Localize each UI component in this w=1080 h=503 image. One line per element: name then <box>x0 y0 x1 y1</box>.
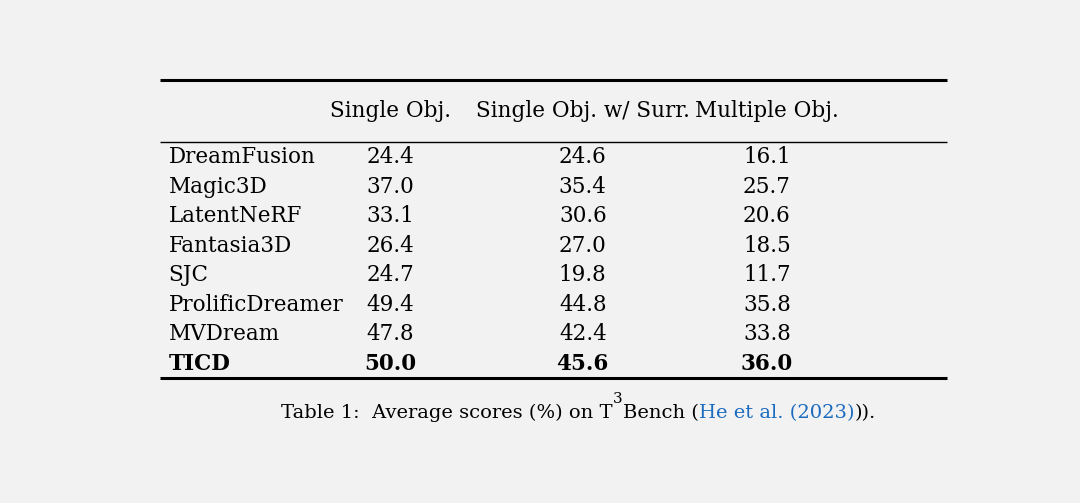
Text: Table 1:  Average scores (%) on T: Table 1: Average scores (%) on T <box>282 404 613 422</box>
Text: 49.4: 49.4 <box>366 294 414 316</box>
Text: 26.4: 26.4 <box>366 234 414 257</box>
Text: 19.8: 19.8 <box>559 264 607 286</box>
Text: 27.0: 27.0 <box>559 234 607 257</box>
Text: Multiple Obj.: Multiple Obj. <box>696 100 839 122</box>
Text: 45.6: 45.6 <box>556 353 609 375</box>
Text: 44.8: 44.8 <box>559 294 607 316</box>
Text: LatentNeRF: LatentNeRF <box>168 205 301 227</box>
Text: Fantasia3D: Fantasia3D <box>168 234 292 257</box>
Text: 35.4: 35.4 <box>558 176 607 198</box>
Text: 35.8: 35.8 <box>743 294 791 316</box>
Text: 42.4: 42.4 <box>559 323 607 345</box>
Text: MVDream: MVDream <box>168 323 280 345</box>
Text: He et al. (2023): He et al. (2023) <box>699 404 854 422</box>
Text: Bench (: Bench ( <box>623 404 699 422</box>
Text: Single Obj.: Single Obj. <box>329 100 450 122</box>
Text: 33.1: 33.1 <box>366 205 415 227</box>
Text: 24.4: 24.4 <box>366 146 414 168</box>
Text: SJC: SJC <box>168 264 208 286</box>
Text: Single Obj. w/ Surr.: Single Obj. w/ Surr. <box>476 100 690 122</box>
Text: 3: 3 <box>613 392 623 406</box>
Text: 36.0: 36.0 <box>741 353 793 375</box>
Text: ProlificDreamer: ProlificDreamer <box>168 294 343 316</box>
Text: DreamFusion: DreamFusion <box>168 146 315 168</box>
Text: 47.8: 47.8 <box>366 323 414 345</box>
Text: 18.5: 18.5 <box>743 234 791 257</box>
Text: Magic3D: Magic3D <box>168 176 267 198</box>
Text: 24.6: 24.6 <box>559 146 607 168</box>
Text: 37.0: 37.0 <box>366 176 414 198</box>
Text: 24.7: 24.7 <box>366 264 414 286</box>
Text: 25.7: 25.7 <box>743 176 791 198</box>
Text: 50.0: 50.0 <box>364 353 417 375</box>
Text: TICD: TICD <box>168 353 230 375</box>
Text: 30.6: 30.6 <box>559 205 607 227</box>
Text: 16.1: 16.1 <box>743 146 791 168</box>
Text: )).: )). <box>854 404 876 422</box>
Text: 33.8: 33.8 <box>743 323 791 345</box>
Text: 11.7: 11.7 <box>743 264 791 286</box>
Text: 20.6: 20.6 <box>743 205 791 227</box>
